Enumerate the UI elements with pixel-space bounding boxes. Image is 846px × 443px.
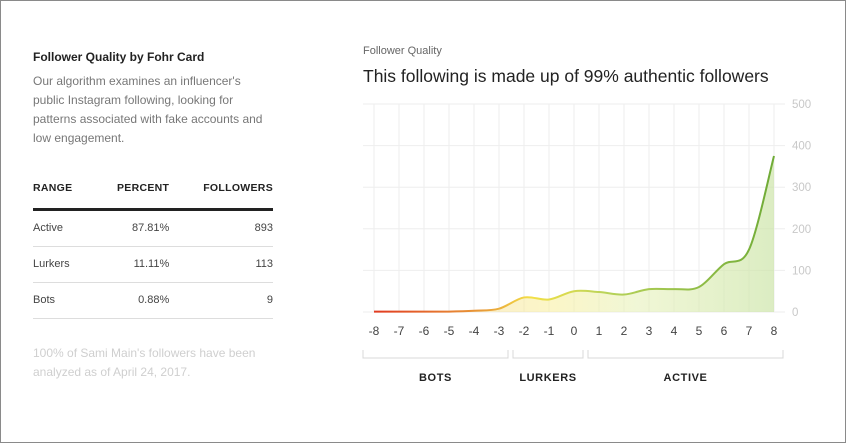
range-bracket — [512, 350, 584, 359]
x-tick-label: 0 — [571, 324, 578, 338]
x-tick-label: 8 — [771, 324, 778, 338]
header-range: RANGE — [33, 178, 92, 211]
header-percent: PERCENT — [91, 178, 170, 211]
x-tick-label: -8 — [369, 324, 380, 338]
series-line — [374, 155, 775, 313]
table-row: Lurkers 11.11% 113 — [33, 246, 273, 283]
panel-title: Follower Quality by Fohr Card — [33, 50, 205, 64]
x-tick-label: 5 — [696, 324, 703, 338]
x-tick-label: 7 — [746, 324, 753, 338]
row-followers: 893 — [169, 209, 273, 247]
x-tick-label: 4 — [671, 324, 678, 338]
x-tick-label: 6 — [721, 324, 728, 338]
x-tick-label: -5 — [444, 324, 455, 338]
range-group-label: LURKERS — [519, 372, 576, 384]
x-tick-label: 1 — [596, 324, 603, 338]
x-tick-label: -1 — [544, 324, 555, 338]
table-row: Active 87.81% 893 — [33, 209, 273, 247]
row-followers: 9 — [169, 282, 273, 319]
x-tick-label: -2 — [519, 324, 530, 338]
chart-title: This following is made up of 99% authent… — [363, 66, 769, 86]
panel-description: Our algorithm examines an influencer's p… — [33, 74, 263, 145]
x-tick-label: -7 — [394, 324, 405, 338]
range-group: ACTIVE — [587, 350, 784, 384]
y-axis-ticks: 0 100 200 300 400 500 — [792, 99, 811, 319]
row-percent: 0.88% — [91, 282, 170, 319]
follower-quality-panel: Follower Quality by Fohr Card Our algori… — [33, 50, 275, 379]
range-group-label: BOTS — [419, 372, 452, 384]
row-percent: 87.81% — [91, 209, 170, 247]
header-followers: FOLLOWERS — [169, 178, 273, 211]
y-tick-label: 500 — [792, 99, 811, 111]
range-group: BOTS — [362, 350, 509, 384]
range-groups: BOTS LURKERS ACTIVE — [362, 350, 784, 384]
chart-subtitle: Follower Quality — [363, 45, 442, 57]
x-tick-label: -6 — [419, 324, 430, 338]
range-group-label: ACTIVE — [664, 372, 708, 384]
range-group: LURKERS — [512, 350, 584, 384]
follower-quality-table: RANGE PERCENT FOLLOWERS Active 87.81% 89… — [33, 178, 273, 319]
y-tick-label: 100 — [792, 265, 811, 277]
x-axis-ticks: -8 -7 -6 -5 -4 -3 -2 -1 0 1 2 3 4 5 6 7 8 — [369, 324, 778, 338]
x-tick-label: 2 — [621, 324, 628, 338]
y-tick-label: 200 — [792, 224, 811, 236]
area-fill — [374, 156, 774, 312]
range-bracket — [587, 350, 784, 359]
row-range: Bots — [33, 282, 92, 319]
x-tick-label: -4 — [469, 324, 480, 338]
y-tick-label: 400 — [792, 141, 811, 153]
range-bracket — [362, 350, 509, 359]
row-range: Lurkers — [33, 246, 92, 283]
analysis-footnote: 100% of Sami Main's followers have been … — [33, 346, 256, 379]
row-range: Active — [33, 209, 92, 247]
y-tick-label: 300 — [792, 182, 811, 194]
row-percent: 11.11% — [91, 246, 170, 283]
table-header-row: RANGE PERCENT FOLLOWERS — [33, 178, 273, 211]
x-tick-label: 3 — [646, 324, 653, 338]
y-tick-label: 0 — [792, 307, 798, 319]
table-row: Bots 0.88% 9 — [33, 282, 273, 319]
row-followers: 113 — [169, 246, 273, 283]
x-tick-label: -3 — [494, 324, 505, 338]
